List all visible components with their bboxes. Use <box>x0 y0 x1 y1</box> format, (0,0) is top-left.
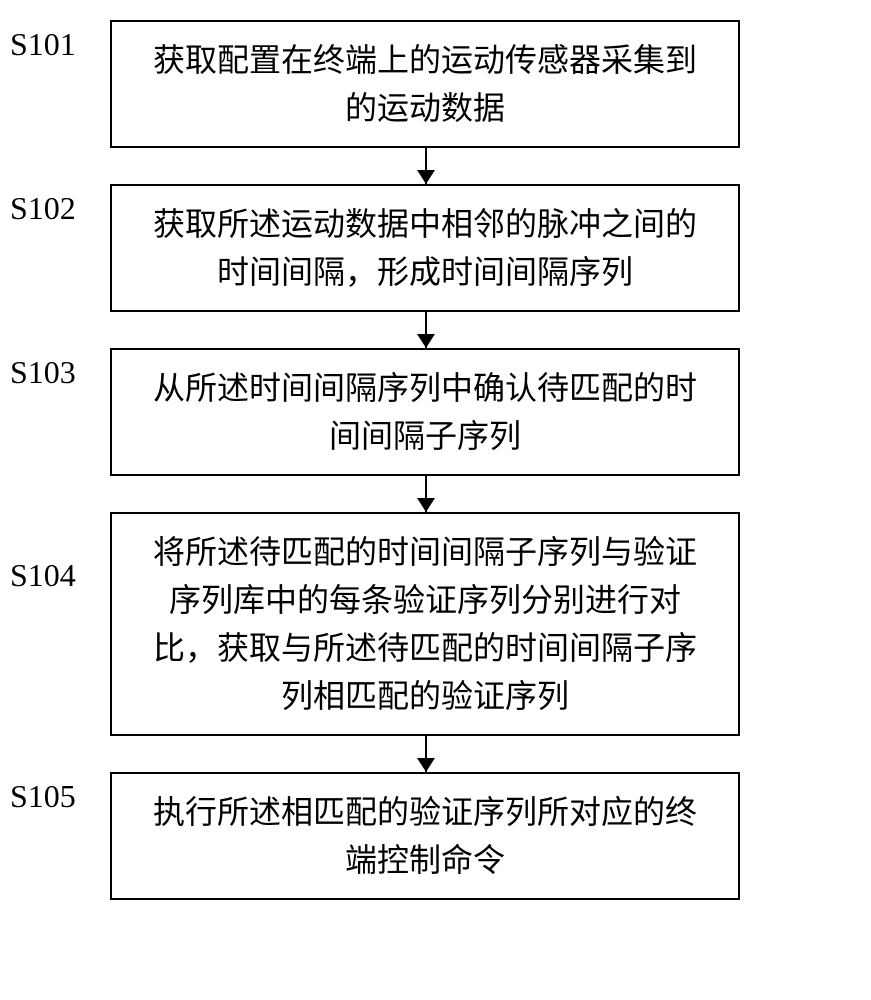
arrow-head-3 <box>417 498 435 512</box>
step-label-s105: S105 <box>10 778 76 815</box>
flowchart-container: S101 获取配置在终端上的运动传感器采集到的运动数据 S102 获取所述运动数… <box>110 20 810 900</box>
step-s105: S105 执行所述相匹配的验证序列所对应的终端控制命令 <box>110 772 810 900</box>
step-label-s104: S104 <box>10 557 76 594</box>
arrow-head-1 <box>417 170 435 184</box>
step-box-s101: 获取配置在终端上的运动传感器采集到的运动数据 <box>110 20 740 148</box>
step-s104: S104 将所述待匹配的时间间隔子序列与验证序列库中的每条验证序列分别进行对比，… <box>110 512 810 736</box>
step-label-s103: S103 <box>10 354 76 391</box>
step-label-s102: S102 <box>10 190 76 227</box>
connector-2 <box>425 312 427 348</box>
step-s101: S101 获取配置在终端上的运动传感器采集到的运动数据 <box>110 20 810 148</box>
step-box-s105: 执行所述相匹配的验证序列所对应的终端控制命令 <box>110 772 740 900</box>
step-box-s102: 获取所述运动数据中相邻的脉冲之间的时间间隔，形成时间间隔序列 <box>110 184 740 312</box>
step-s103: S103 从所述时间间隔序列中确认待匹配的时间间隔子序列 <box>110 348 810 476</box>
step-label-s101: S101 <box>10 26 76 63</box>
connector-3 <box>425 476 427 512</box>
connector-4 <box>425 736 427 772</box>
connector-1 <box>425 148 427 184</box>
arrow-head-2 <box>417 334 435 348</box>
step-box-s103: 从所述时间间隔序列中确认待匹配的时间间隔子序列 <box>110 348 740 476</box>
arrow-head-4 <box>417 758 435 772</box>
step-s102: S102 获取所述运动数据中相邻的脉冲之间的时间间隔，形成时间间隔序列 <box>110 184 810 312</box>
step-box-s104: 将所述待匹配的时间间隔子序列与验证序列库中的每条验证序列分别进行对比，获取与所述… <box>110 512 740 736</box>
